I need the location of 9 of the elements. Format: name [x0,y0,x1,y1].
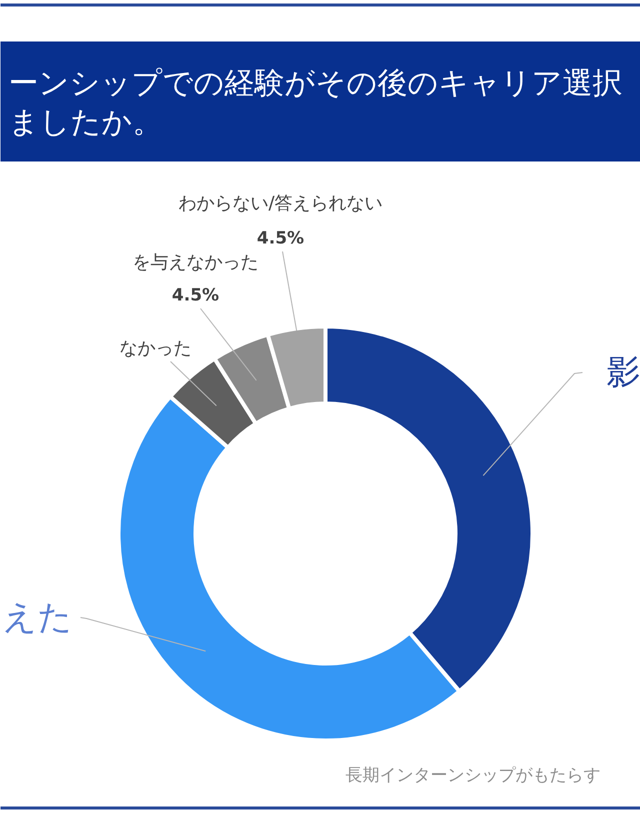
slice-label: 影 [606,352,640,392]
slice-label: なかった [120,338,192,359]
chart-title: ーンシップでの経験がその後のキャリア選択ましたか。 [8,66,622,140]
slice-label: わからない/答えられない [178,193,383,214]
data-label: 4.5% [256,228,304,248]
data-label: 4.5% [172,286,220,306]
slice-label: えた [2,598,72,638]
text: 長期インターンシップがもたらす [346,766,600,786]
slice-label: を与えなかった [132,252,258,273]
